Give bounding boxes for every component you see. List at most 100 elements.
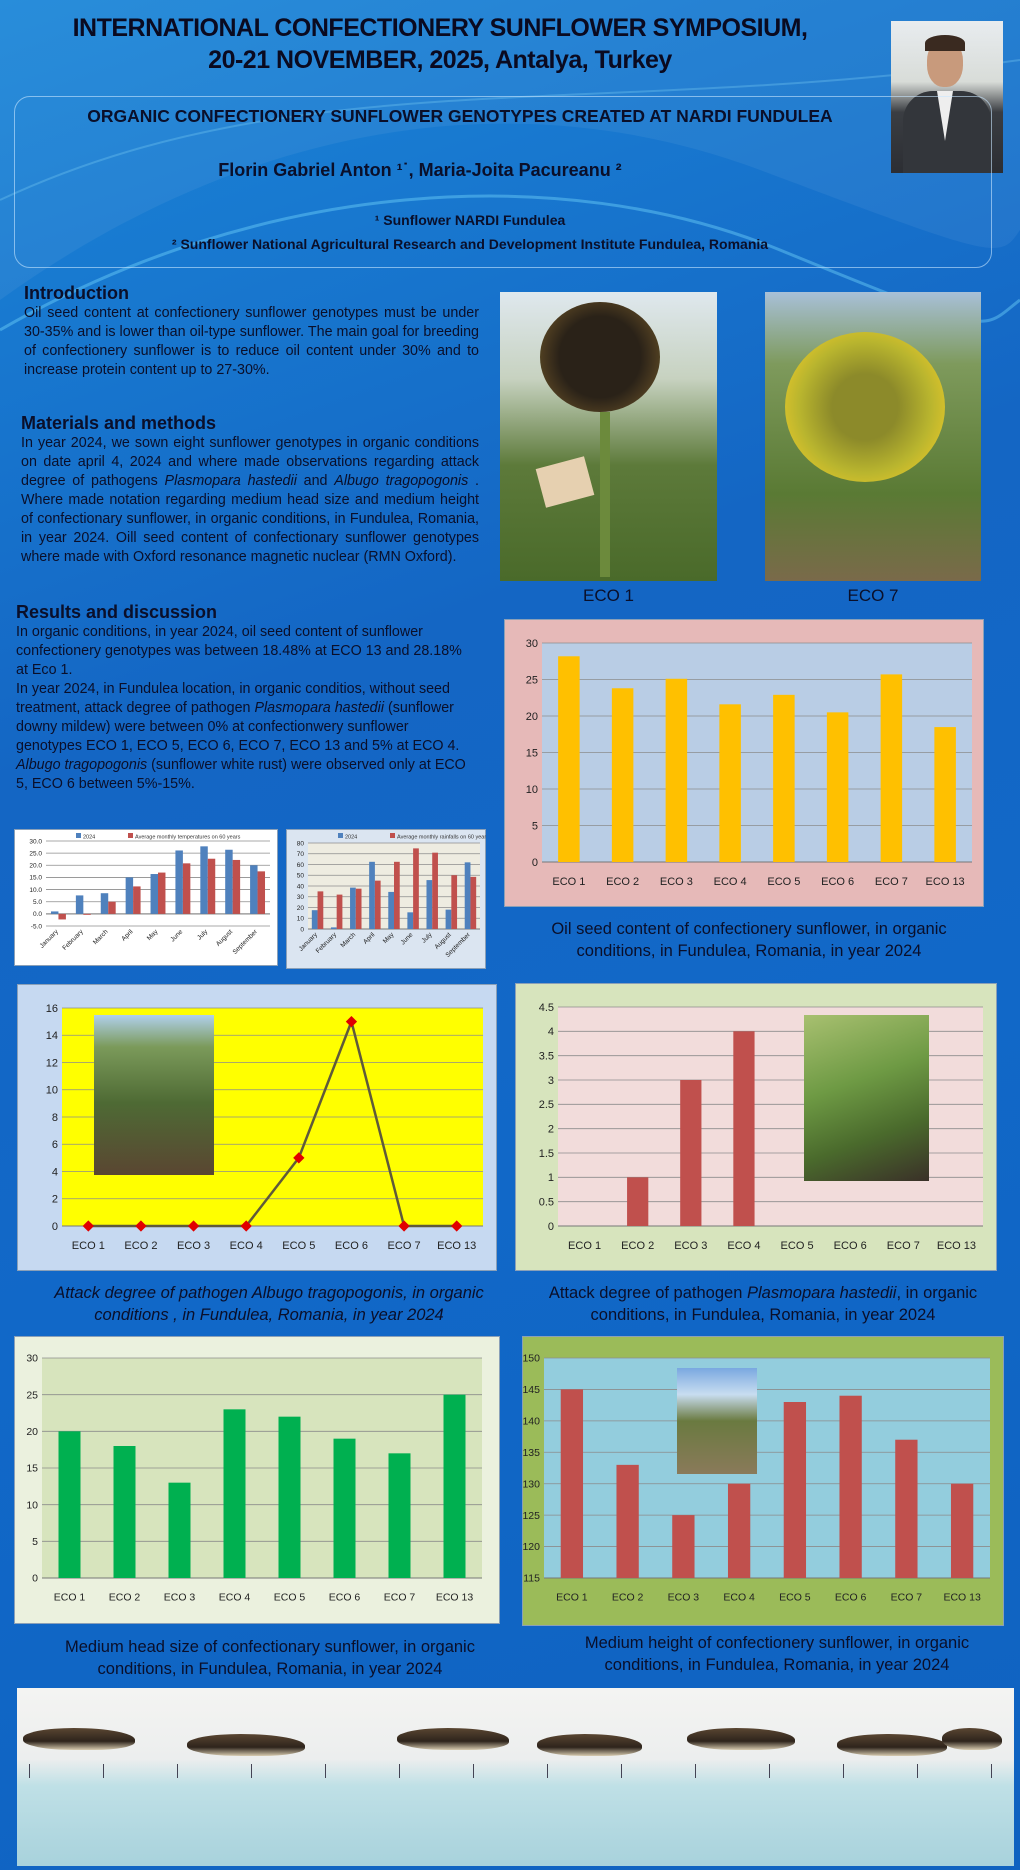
bar: [311, 910, 318, 929]
y-tick-label: 6: [52, 1139, 58, 1151]
y-tick-label: 0: [32, 1573, 38, 1585]
bar: [100, 893, 109, 914]
ruler-tick: [29, 1764, 30, 1778]
x-tick-label: ECO 1: [54, 1592, 86, 1604]
bar: [783, 1402, 807, 1578]
results-p3: Albugo tragopogonis (sunflower white rus…: [16, 756, 471, 794]
x-tick-label: ECO 4: [727, 1240, 760, 1252]
methods-heading: Materials and methods: [21, 413, 217, 433]
legend-swatch: [128, 833, 133, 838]
bar: [560, 1389, 584, 1578]
bar: [443, 1394, 466, 1578]
bar: [108, 901, 116, 914]
y-tick-label: 135: [522, 1447, 540, 1459]
bar: [388, 1453, 411, 1578]
albugo-attack-chart: 0 2 4 6 8 10 12 14 16 ECO 1 ECO 2 ECO 3 ECO 4 ECO 5 EC…: [17, 984, 497, 1271]
y-tick-label: 2: [52, 1194, 58, 1206]
x-tick-label: ECO 4: [219, 1592, 251, 1604]
bar: [627, 1177, 649, 1226]
text: (sunflower white rust) were observed onl…: [16, 757, 466, 792]
bar: [223, 1409, 246, 1578]
bar: [470, 876, 477, 929]
text: and: [296, 473, 335, 489]
x-tick-label: ECO 6: [834, 1240, 867, 1252]
bar: [333, 1438, 356, 1578]
introduction-heading: Introduction: [24, 283, 129, 303]
y-tick-label: 30: [297, 894, 305, 901]
sunflower-seed: [187, 1734, 305, 1756]
bar: [611, 688, 634, 862]
bar: [58, 913, 66, 920]
y-tick-label: 2.5: [539, 1099, 554, 1111]
x-tick-label: ECO 1: [568, 1240, 601, 1252]
y-tick-label: 140: [522, 1416, 540, 1428]
x-tick-label: ECO 5: [781, 1240, 814, 1252]
albugo-chart-caption: Attack degree of pathogen Albugo tragopo…: [54, 1284, 484, 1324]
y-tick-label: 12: [46, 1057, 58, 1069]
y-tick-label: 10: [26, 1499, 38, 1511]
pathogen-name: Plasmopara hastedii: [254, 700, 384, 716]
height-chart-caption: Medium height of confectionery sunflower…: [584, 1634, 970, 1674]
y-tick-label: 10: [526, 784, 538, 796]
x-tick-label: ECO 5: [274, 1592, 306, 1604]
pathogen-name: Albugo tragopogonis: [16, 757, 148, 773]
y-tick-label: 25: [526, 674, 538, 686]
x-tick-label: ECO 7: [388, 1240, 421, 1252]
sunflower-seed: [397, 1728, 509, 1750]
x-tick-label: ECO 2: [109, 1592, 141, 1604]
ruler-tick: [473, 1764, 474, 1778]
introduction-section: Introduction Oil seed content at confect…: [24, 283, 479, 380]
y-tick-label: 2: [548, 1124, 554, 1136]
bar: [950, 1483, 974, 1578]
x-tick-label: ECO 3: [177, 1240, 210, 1252]
x-tick-label: ECO 13: [436, 1592, 474, 1604]
y-tick-label: 5: [32, 1536, 38, 1548]
legend-swatch: [76, 833, 81, 838]
bar: [133, 886, 141, 914]
bar: [317, 891, 324, 929]
ruler-tick: [547, 1764, 548, 1778]
y-tick-label: 10: [297, 916, 305, 923]
header-box: [14, 96, 992, 268]
head-chart-caption: Medium head size of confectionary sunflo…: [65, 1638, 475, 1678]
bar: [225, 849, 233, 914]
y-tick-label: 20: [26, 1426, 38, 1438]
y-tick-label: 4: [52, 1166, 58, 1178]
x-tick-label: ECO 13: [937, 1240, 976, 1252]
bar: [394, 861, 400, 929]
photo-label-eco7: ECO 7: [847, 586, 899, 605]
plot-area: [544, 1358, 990, 1578]
y-tick-label: 20: [526, 711, 538, 723]
bar: [158, 872, 166, 914]
head-size-chart: 0 5 10 15 20 25 30 ECO 1 ECO 2 ECO 3 ECO 4 ECO 5 ECO…: [14, 1336, 500, 1624]
y-tick-label: 20.0: [29, 863, 42, 870]
data-marker: [240, 1220, 252, 1232]
bar: [75, 895, 84, 914]
methods-text: In year 2024, we sown eight sunflower ge…: [21, 434, 479, 567]
inset-photo-field: [94, 1015, 214, 1175]
x-tick-label: ECO 5: [779, 1592, 811, 1604]
bar: [113, 1446, 136, 1578]
x-tick-label: ECO 4: [714, 876, 747, 888]
bar: [150, 874, 158, 914]
bar: [680, 1080, 702, 1226]
y-tick-label: 30: [526, 638, 538, 650]
x-tick-label: ECO 2: [606, 876, 639, 888]
results-heading: Results and discussion: [16, 602, 218, 622]
y-tick-label: 15: [26, 1463, 38, 1475]
legend-swatch: [338, 833, 343, 838]
x-tick-label: ECO 2: [124, 1240, 157, 1252]
results-p2: In year 2024, in Fundulea location, in o…: [16, 680, 471, 756]
sunflower-seed: [942, 1728, 1002, 1750]
affiliation-2: ² Sunflower National Agricultural Resear…: [171, 236, 769, 252]
x-tick-label: ECO 6: [335, 1240, 368, 1252]
x-tick-label: ECO 6: [329, 1592, 361, 1604]
data-marker: [451, 1220, 463, 1232]
y-tick-label: 150: [522, 1353, 540, 1365]
y-tick-label: 145: [522, 1384, 540, 1396]
data-marker: [398, 1220, 410, 1232]
bar: [413, 848, 419, 929]
x-tick-label: ECO 6: [835, 1592, 867, 1604]
